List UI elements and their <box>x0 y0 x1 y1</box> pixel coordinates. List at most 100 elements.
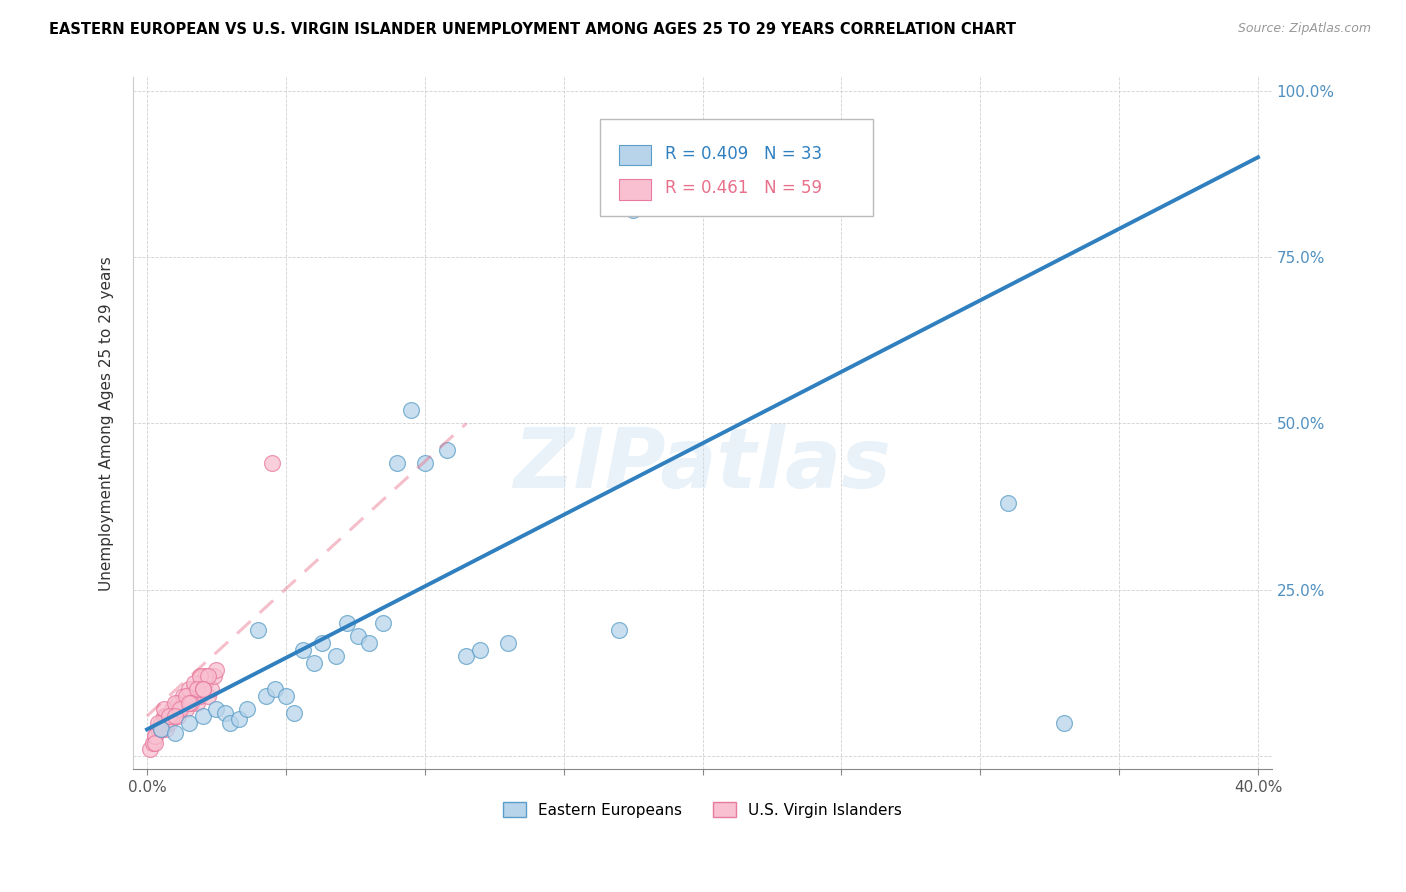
Point <box>149 723 172 737</box>
Point <box>186 682 208 697</box>
Text: Source: ZipAtlas.com: Source: ZipAtlas.com <box>1237 22 1371 36</box>
Point <box>359 636 381 650</box>
Point <box>152 702 174 716</box>
Point <box>172 696 194 710</box>
Point <box>146 715 169 730</box>
Point <box>149 723 172 737</box>
Text: ZIPatlas: ZIPatlas <box>513 425 891 506</box>
Point <box>336 615 359 630</box>
Point <box>302 656 325 670</box>
Point <box>149 715 172 730</box>
Point <box>143 729 166 743</box>
Y-axis label: Unemployment Among Ages 25 to 29 years: Unemployment Among Ages 25 to 29 years <box>100 256 114 591</box>
Point <box>188 689 211 703</box>
Point <box>436 442 458 457</box>
Point <box>149 723 172 737</box>
Point <box>160 702 183 716</box>
Point <box>155 715 177 730</box>
Point <box>155 709 177 723</box>
Point <box>177 682 200 697</box>
Point <box>180 689 202 703</box>
Point <box>174 689 197 703</box>
Point <box>200 682 222 697</box>
Point <box>347 629 370 643</box>
Point <box>274 689 297 703</box>
Point <box>157 715 180 730</box>
Point <box>205 702 228 716</box>
Point <box>188 669 211 683</box>
Point <box>191 709 214 723</box>
Point <box>325 649 347 664</box>
Point <box>413 456 436 470</box>
Point <box>260 456 283 470</box>
Point <box>169 702 191 716</box>
Point <box>191 682 214 697</box>
Text: EASTERN EUROPEAN VS U.S. VIRGIN ISLANDER UNEMPLOYMENT AMONG AGES 25 TO 29 YEARS : EASTERN EUROPEAN VS U.S. VIRGIN ISLANDER… <box>49 22 1017 37</box>
Point <box>219 715 242 730</box>
Point <box>197 669 219 683</box>
Point <box>997 496 1019 510</box>
Point <box>194 675 217 690</box>
Point <box>496 636 519 650</box>
Point <box>166 696 188 710</box>
Point <box>197 689 219 703</box>
Point <box>311 636 333 650</box>
Point <box>142 736 165 750</box>
Point <box>188 675 211 690</box>
Point <box>177 715 200 730</box>
Text: R = 0.461   N = 59: R = 0.461 N = 59 <box>665 179 823 197</box>
Point <box>163 725 186 739</box>
Point <box>291 642 314 657</box>
Point <box>228 713 250 727</box>
Point <box>174 702 197 716</box>
Point <box>385 456 408 470</box>
Point <box>160 709 183 723</box>
FancyBboxPatch shape <box>600 119 873 216</box>
Point <box>160 709 183 723</box>
Point <box>191 682 214 697</box>
Point <box>166 709 188 723</box>
Point <box>172 689 194 703</box>
Point <box>456 649 478 664</box>
Point <box>157 709 180 723</box>
Point <box>1052 715 1074 730</box>
Point <box>177 696 200 710</box>
Point <box>183 682 205 697</box>
Point <box>155 723 177 737</box>
Point <box>143 729 166 743</box>
Point <box>191 682 214 697</box>
Point <box>169 702 191 716</box>
Point <box>146 723 169 737</box>
Point <box>194 669 217 683</box>
Point <box>371 615 394 630</box>
Point <box>283 706 305 720</box>
Bar <box>620 179 651 200</box>
Bar <box>620 145 651 165</box>
Point <box>177 689 200 703</box>
Point <box>399 403 422 417</box>
Point <box>143 736 166 750</box>
Point <box>236 702 259 716</box>
Point <box>163 696 186 710</box>
Point <box>607 623 630 637</box>
Point <box>183 675 205 690</box>
Point <box>172 696 194 710</box>
Text: R = 0.409   N = 33: R = 0.409 N = 33 <box>665 145 823 162</box>
Point <box>163 709 186 723</box>
Point <box>149 723 172 737</box>
Point <box>202 669 225 683</box>
Point <box>177 696 200 710</box>
Legend: Eastern Europeans, U.S. Virgin Islanders: Eastern Europeans, U.S. Virgin Islanders <box>498 796 908 824</box>
Point <box>180 696 202 710</box>
Point <box>247 623 270 637</box>
Point <box>470 642 492 657</box>
Point <box>263 682 285 697</box>
Point <box>621 203 644 218</box>
Point <box>186 696 208 710</box>
Point <box>163 702 186 716</box>
Point <box>166 702 188 716</box>
Point <box>139 742 162 756</box>
Point <box>183 682 205 697</box>
Point <box>254 689 277 703</box>
Point <box>214 706 236 720</box>
